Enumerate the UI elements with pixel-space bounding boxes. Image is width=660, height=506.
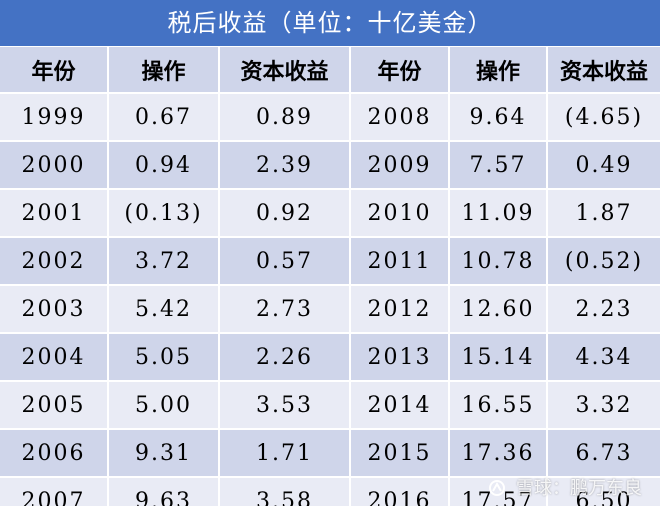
table-cell: 2.39 xyxy=(219,141,351,189)
table-cell: 7.57 xyxy=(449,141,548,189)
table-cell: 0.57 xyxy=(219,237,351,285)
table-row: 2006 9.31 1.71 2015 17.36 6.73 xyxy=(0,429,660,477)
table-cell: 2003 xyxy=(0,285,109,333)
table-cell: (0.52) xyxy=(547,237,660,285)
table-cell: 3.58 xyxy=(219,477,351,506)
table-cell: 1.87 xyxy=(547,189,660,237)
table-cell: 2002 xyxy=(0,237,109,285)
table-cell: 0.94 xyxy=(108,141,220,189)
table-row: 2001 (0.13) 0.92 2010 11.09 1.87 xyxy=(0,189,660,237)
table-cell: 11.09 xyxy=(449,189,548,237)
table-cell: 5.42 xyxy=(108,285,220,333)
table-cell: 0.92 xyxy=(219,189,351,237)
table-cell: 2015 xyxy=(350,429,450,477)
table-cell: 2001 xyxy=(0,189,109,237)
table-cell: 2005 xyxy=(0,381,109,429)
table-cell: 0.49 xyxy=(547,141,660,189)
table-cell: 3.32 xyxy=(547,381,660,429)
table-cell: 12.60 xyxy=(449,285,548,333)
table-row: 1999 0.67 0.89 2008 9.64 (4.65) xyxy=(0,93,660,141)
table-cell: 2006 xyxy=(0,429,109,477)
table-cell: (4.65) xyxy=(547,93,660,141)
table-cell: 2011 xyxy=(350,237,450,285)
table-cell: 5.05 xyxy=(108,333,220,381)
table-cell: 16.55 xyxy=(449,381,548,429)
table-cell: 6.50 xyxy=(547,477,660,506)
table-cell: 2016 xyxy=(350,477,450,506)
table-cell: 2000 xyxy=(0,141,109,189)
table-cell: 17.57 xyxy=(449,477,548,506)
table-cell: 2007 xyxy=(0,477,109,506)
table-cell: 2.26 xyxy=(219,333,351,381)
header-year-left: 年份 xyxy=(0,47,109,93)
table-cell: 2.73 xyxy=(219,285,351,333)
header-row: 年份 操作 资本收益 年份 操作 资本收益 xyxy=(0,47,660,93)
table-cell: 5.00 xyxy=(108,381,220,429)
table-cell: 3.53 xyxy=(219,381,351,429)
table-cell: 0.67 xyxy=(108,93,220,141)
table-row: 2005 5.00 3.53 2014 16.55 3.32 xyxy=(0,381,660,429)
table-cell: 9.64 xyxy=(449,93,548,141)
table-row: 2002 3.72 0.57 2011 10.78 (0.52) xyxy=(0,237,660,285)
table-row: 2004 5.05 2.26 2013 15.14 4.34 xyxy=(0,333,660,381)
table-cell: 1999 xyxy=(0,93,109,141)
header-operating-right: 操作 xyxy=(449,47,548,93)
table-cell: 4.34 xyxy=(547,333,660,381)
table-cell: (0.13) xyxy=(108,189,220,237)
header-capital-gains-left: 资本收益 xyxy=(219,47,351,93)
earnings-table: 年份 操作 资本收益 年份 操作 资本收益 1999 0.67 0.89 200… xyxy=(0,47,660,506)
table-row: 2007 9.63 3.58 2016 17.57 6.50 xyxy=(0,477,660,506)
table-cell: 6.73 xyxy=(547,429,660,477)
table-title: 税后收益（单位：十亿美金） xyxy=(0,0,660,46)
table-cell: 2008 xyxy=(350,93,450,141)
header-year-right: 年份 xyxy=(350,47,450,93)
table-cell: 2013 xyxy=(350,333,450,381)
header-capital-gains-right: 资本收益 xyxy=(547,47,660,93)
table-row: 2000 0.94 2.39 2009 7.57 0.49 xyxy=(0,141,660,189)
table-cell: 0.89 xyxy=(219,93,351,141)
table-cell: 1.71 xyxy=(219,429,351,477)
table-row: 2003 5.42 2.73 2012 12.60 2.23 xyxy=(0,285,660,333)
table-cell: 10.78 xyxy=(449,237,548,285)
table-cell: 9.63 xyxy=(108,477,220,506)
table-cell: 17.36 xyxy=(449,429,548,477)
table-cell: 2014 xyxy=(350,381,450,429)
table-cell: 2010 xyxy=(350,189,450,237)
table-cell: 2004 xyxy=(0,333,109,381)
table-cell: 2.23 xyxy=(547,285,660,333)
table-cell: 3.72 xyxy=(108,237,220,285)
table-cell: 2012 xyxy=(350,285,450,333)
table-cell: 2009 xyxy=(350,141,450,189)
table-cell: 15.14 xyxy=(449,333,548,381)
header-operating-left: 操作 xyxy=(108,47,220,93)
table-cell: 9.31 xyxy=(108,429,220,477)
